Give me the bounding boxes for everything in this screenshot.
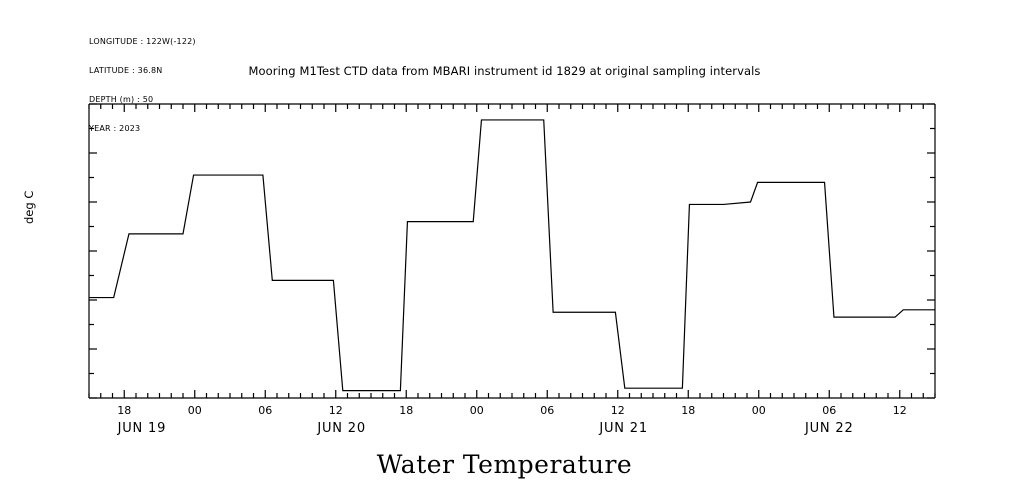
chart-title: Mooring M1Test CTD data from MBARI instr… <box>248 64 761 78</box>
x-tick-label: 06 <box>258 404 273 417</box>
metadata-block: LONGITUDE : 122W(-122) LATITUDE : 36.8N … <box>89 18 196 152</box>
x-day-label: JUN 20 <box>317 421 366 436</box>
axes-group <box>88 103 936 399</box>
x-day-label: JUN 19 <box>117 421 167 436</box>
x-tick-label: 18 <box>399 404 414 417</box>
x-tick-label: 00 <box>469 404 484 417</box>
x-tick-label: 18 <box>117 404 132 417</box>
x-tick-label: 12 <box>610 404 625 417</box>
x-tick-label: 06 <box>822 404 837 417</box>
x-tick-label: 00 <box>751 404 766 417</box>
x-tick-label: 00 <box>187 404 202 417</box>
metadata-latitude: LATITUDE : 36.8N <box>89 65 163 75</box>
x-tick-label: 18 <box>681 404 696 417</box>
y-tick-label-group: 9.011.013.015.017.019.021.0 <box>0 0 84 504</box>
metadata-depth: DEPTH (m) : 50 <box>89 94 154 104</box>
x-day-label: JUN 21 <box>599 421 648 436</box>
x-tick-label: 12 <box>328 404 343 417</box>
x-tick-label: 06 <box>540 404 555 417</box>
x-day-label: JUN 22 <box>804 421 854 436</box>
metadata-longitude: LONGITUDE : 122W(-122) <box>89 37 196 47</box>
bottom-title: Water Temperature <box>376 450 633 479</box>
x-tick-label: 12 <box>892 404 907 417</box>
metadata-year: YEAR : 2023 <box>89 123 141 133</box>
data-series-group <box>89 119 935 392</box>
